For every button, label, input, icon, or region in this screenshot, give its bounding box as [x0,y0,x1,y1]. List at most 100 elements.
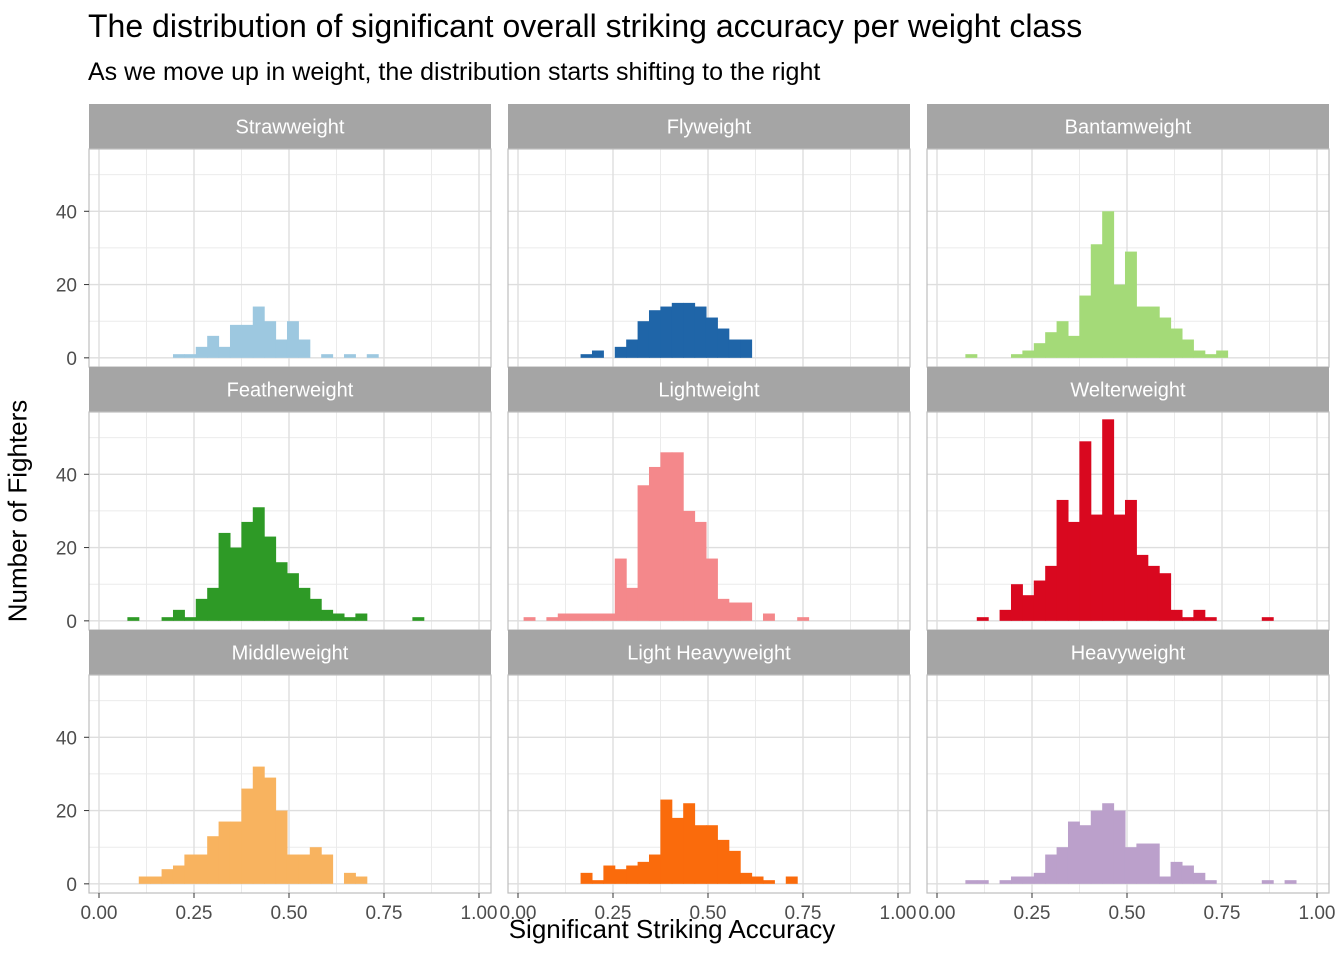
histogram-bar [1079,295,1092,358]
histogram-bar [1193,609,1206,621]
histogram-bar [717,328,730,358]
histogram-bar [660,799,673,884]
histogram-bar [740,602,753,621]
histogram-bar [161,617,174,621]
panel-border [507,674,911,894]
histogram-bar [1204,880,1217,884]
x-tick-label: 0.25 [595,903,632,924]
histogram-bar [976,880,989,884]
histogram-bar [648,310,661,358]
histogram-bar [229,547,242,621]
histogram-bar [184,617,197,621]
histogram-bar [264,777,277,884]
histogram-bar [580,613,593,621]
histogram-bar [1090,244,1103,358]
histogram-bar [321,854,334,884]
histogram-bar [999,880,1012,884]
y-tick-label: 0 [66,349,77,370]
facet-strip [89,367,491,412]
histogram-bar [965,354,978,358]
y-tick-label: 20 [56,276,77,297]
histogram-bar [626,865,639,884]
histogram-bar [523,617,536,621]
histogram-bar [343,354,356,358]
histogram-bar [660,306,673,358]
histogram-bar [275,339,288,358]
histogram-bar [694,521,707,621]
histogram-bar [626,339,639,358]
panel-border [88,674,492,894]
histogram-bar [740,339,753,358]
facet-strip [927,367,1329,412]
x-tick-label: 0.00 [919,903,956,924]
histogram-bar [195,854,208,884]
histogram-bar [591,613,604,621]
histogram-bar [1045,854,1058,884]
histogram-bar [648,466,661,621]
histogram-bar [976,617,989,621]
facet-strip-label: Light Heavyweight [627,643,791,665]
histogram-bar [569,613,582,621]
histogram-bar [1124,847,1137,884]
histogram-bar [321,354,334,358]
histogram-bar [728,602,741,621]
histogram-bar [1102,419,1115,621]
facet-strip [927,630,1329,675]
histogram-bar [1102,211,1115,358]
facet-panel: Featherweight 0 20 40 [56,367,492,633]
histogram-bar [762,613,775,621]
histogram-bar [614,558,627,621]
y-tick-label: 40 [56,465,77,486]
histogram-bar [252,306,265,358]
histogram-bar [626,587,639,621]
x-tick-label: 0.00 [81,903,118,924]
histogram-bar [1079,441,1092,621]
histogram-bar [1033,343,1046,358]
facet-strip-label: Strawweight [236,117,345,139]
histogram-bar [275,562,288,621]
histogram-bar [1181,617,1194,621]
histogram-bar [207,587,220,621]
histogram-bar [740,872,753,884]
x-tick-label: 0.50 [690,903,727,924]
facet-panel: Lightweight [507,367,911,631]
histogram-bar [546,617,559,621]
x-tick-label: 0.50 [271,903,308,924]
histogram-bar [286,573,299,621]
histogram-bar [1022,876,1035,884]
panel-border [926,674,1330,894]
histogram-bar [1136,306,1149,358]
histogram-bar [218,821,231,884]
histogram-bar [580,872,593,884]
y-axis-label: Number of Fighters [2,399,33,623]
x-axis-label: Significant Striking Accuracy [508,914,836,944]
histogram-bar [1181,339,1194,358]
facet-panel: Light Heavyweight 0.00 0.25 0.50 0.75 1.00 [500,630,916,924]
histogram-bar [728,339,741,358]
facet-strip [927,104,1329,149]
histogram-bar [637,861,650,884]
histogram-bar [412,617,425,621]
histogram-bar [797,617,810,621]
histogram-bar [965,880,978,884]
histogram-bar [1079,825,1092,884]
histogram-bar [1147,843,1160,884]
histogram-bar [694,306,707,358]
histogram-bar [229,821,242,884]
histogram-bar [1147,306,1160,358]
histogram-bar [1124,499,1137,621]
histogram-bar [637,485,650,621]
histogram-bar [1090,514,1103,621]
histogram-bar [138,876,151,884]
histogram-bar [241,521,254,621]
histogram-bar [195,598,208,621]
histogram-bar [1045,565,1058,621]
histogram-bar [671,817,684,884]
histogram-bar [671,302,684,358]
histogram-bar [252,766,265,884]
facet-strip [508,104,910,149]
facet-panel: Middleweight 0 20 40 0.00 0.25 0.50 0.75 1.00 [56,630,497,924]
histogram-bar [1147,565,1160,621]
histogram-bar [705,317,718,358]
facet-panel: Bantamweight [926,104,1330,368]
